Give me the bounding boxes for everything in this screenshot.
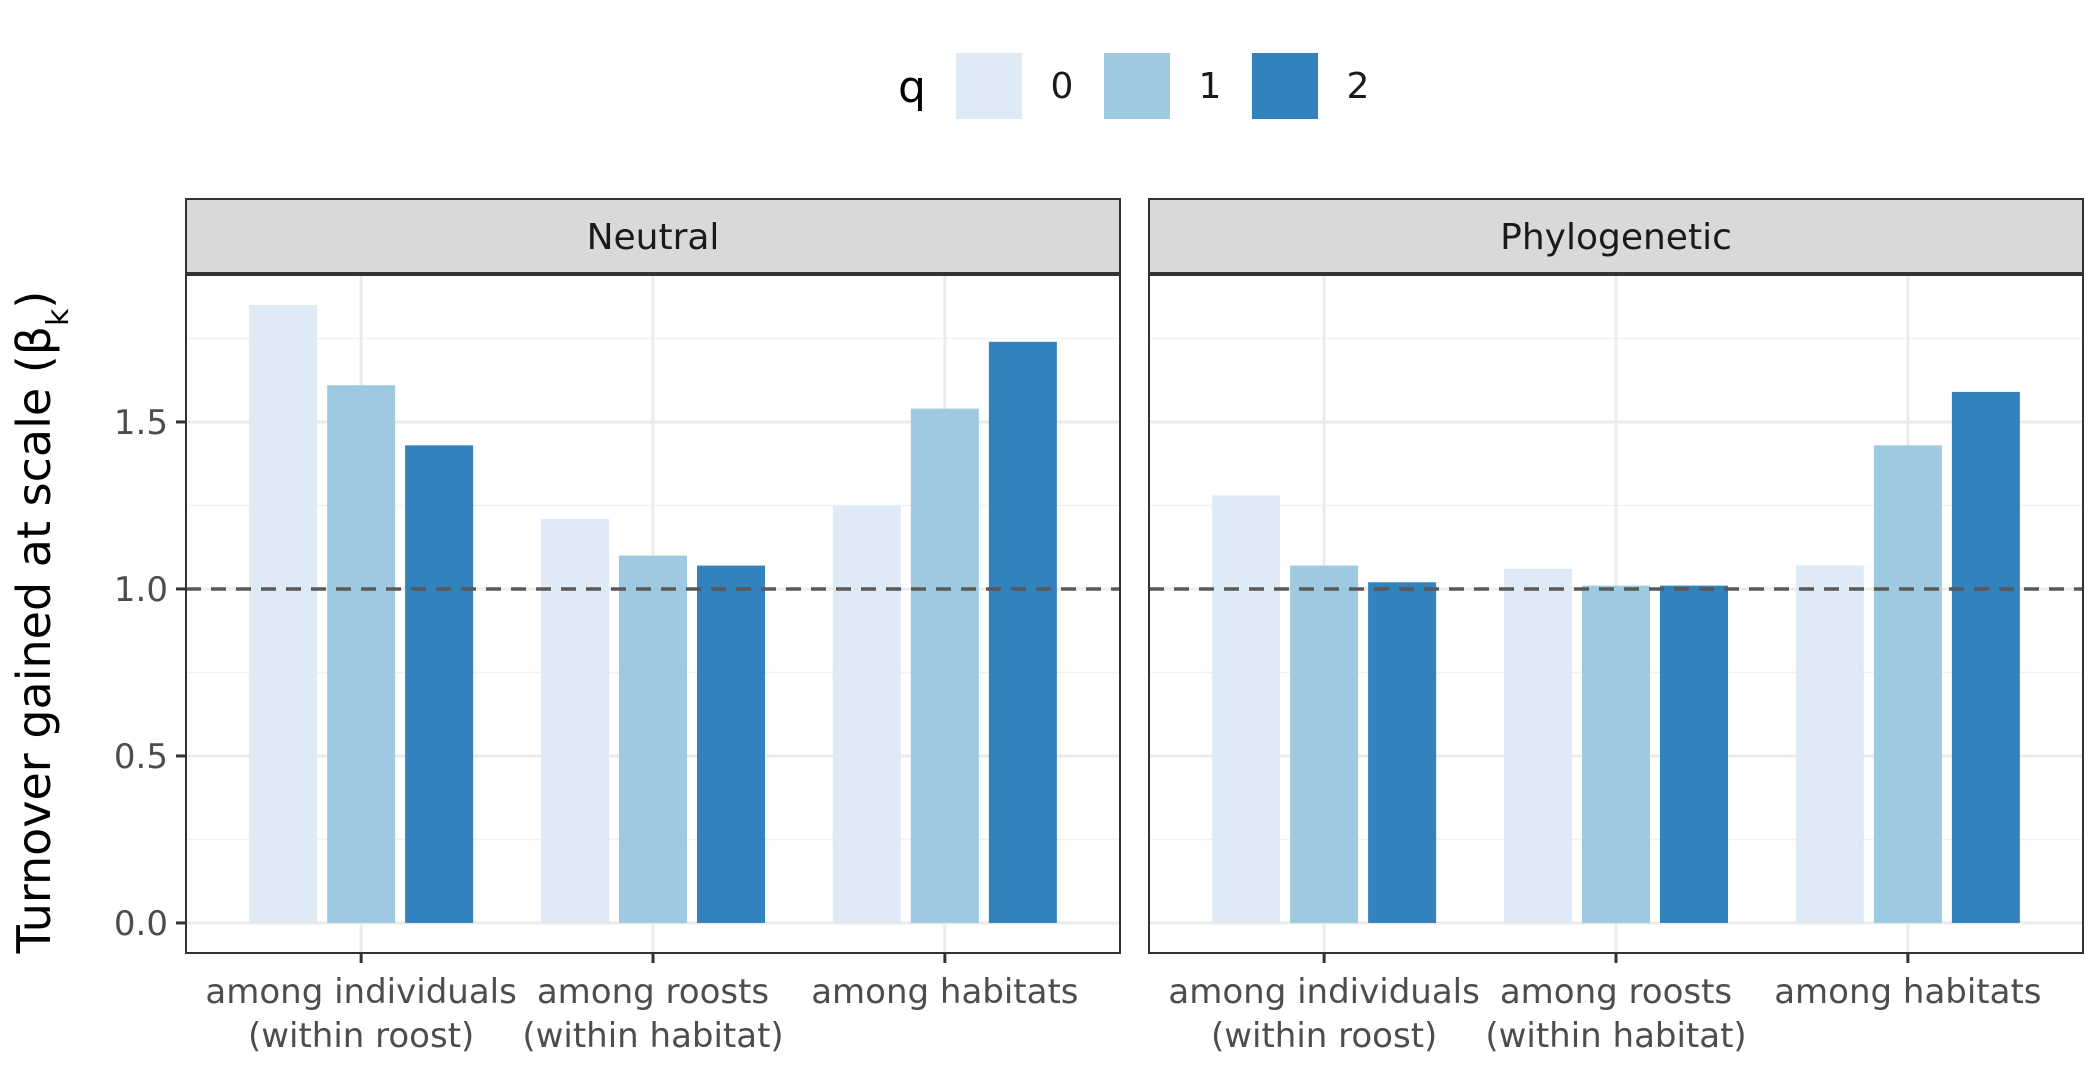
legend-label-1: 1 bbox=[1199, 66, 1222, 107]
bar-phylogenetic-cat2-q1 bbox=[1873, 445, 1942, 923]
x-tick-label: among roosts bbox=[537, 972, 769, 1012]
y-axis-title-subscript: k bbox=[41, 308, 76, 326]
legend-key-2 bbox=[1252, 53, 1318, 119]
bar-neutral-cat2-q2 bbox=[988, 341, 1057, 923]
panel-strip bbox=[185, 198, 1121, 274]
bar-neutral-cat0-q0 bbox=[249, 305, 318, 923]
x-tick-label: among habitats bbox=[1774, 972, 2041, 1012]
legend-entry-0: 0 bbox=[956, 53, 1073, 119]
bar-neutral-cat2-q0 bbox=[832, 505, 901, 923]
legend-label-2: 2 bbox=[1347, 66, 1370, 107]
legend: q 0 1 2 bbox=[898, 53, 1369, 119]
bar-phylogenetic-cat0-q0 bbox=[1212, 495, 1281, 923]
bar-phylogenetic-cat2-q0 bbox=[1795, 565, 1864, 923]
bar-phylogenetic-cat1-q1 bbox=[1582, 585, 1650, 923]
bar-neutral-cat0-q1 bbox=[327, 385, 396, 923]
x-tick-label-line2: (within habitat) bbox=[1485, 1016, 1746, 1056]
x-tick-label: among habitats bbox=[811, 972, 1078, 1012]
y-tick-label: 1.0 bbox=[114, 570, 168, 610]
y-tick-label: 0.5 bbox=[114, 737, 168, 777]
bar-neutral-cat1-q1 bbox=[619, 555, 687, 923]
panel-strip bbox=[1148, 198, 2084, 274]
bar-neutral-cat1-q2 bbox=[697, 565, 765, 923]
panel-neutral: Neutral among individuals(within roost) am… bbox=[114, 198, 1121, 1056]
bar-phylogenetic-cat0-q1 bbox=[1290, 565, 1359, 923]
y-tick-label: 0.0 bbox=[114, 904, 168, 944]
bar-neutral-cat0-q2 bbox=[405, 445, 474, 923]
panel-phylogenetic: Phylogenetic among individuals(within roo… bbox=[1148, 198, 2084, 1056]
legend-label-0: 0 bbox=[1051, 66, 1074, 107]
bar-phylogenetic-cat1-q0 bbox=[1504, 568, 1572, 923]
legend-entry-2: 2 bbox=[1252, 53, 1369, 119]
x-tick-label: among individuals bbox=[1168, 972, 1479, 1012]
x-tick-label-line2: (within roost) bbox=[248, 1016, 474, 1056]
y-axis-title-main: Turnover gained at scale (β bbox=[7, 326, 61, 954]
y-axis-title-close: ) bbox=[7, 291, 61, 309]
panel-title: Neutral bbox=[587, 217, 720, 258]
bar-phylogenetic-cat1-q2 bbox=[1660, 585, 1728, 923]
y-tick-label: 1.5 bbox=[114, 403, 168, 443]
x-tick-label-line2: (within roost) bbox=[1211, 1016, 1437, 1056]
bar-phylogenetic-cat0-q2 bbox=[1368, 582, 1437, 923]
legend-title: q bbox=[898, 62, 926, 113]
legend-key-1 bbox=[1104, 53, 1170, 119]
panel-title: Phylogenetic bbox=[1500, 217, 1732, 258]
bar-neutral-cat2-q1 bbox=[910, 408, 979, 923]
y-axis-title: Turnover gained at scale (βk) bbox=[7, 291, 76, 955]
x-tick-label: among roosts bbox=[1500, 972, 1732, 1012]
legend-key-0 bbox=[956, 53, 1022, 119]
bar-phylogenetic-cat2-q2 bbox=[1951, 391, 2020, 923]
x-tick-label-line2: (within habitat) bbox=[522, 1016, 783, 1056]
legend-entry-1: 1 bbox=[1104, 53, 1221, 119]
x-tick-label: among individuals bbox=[205, 972, 516, 1012]
bar-neutral-cat1-q0 bbox=[541, 518, 609, 923]
